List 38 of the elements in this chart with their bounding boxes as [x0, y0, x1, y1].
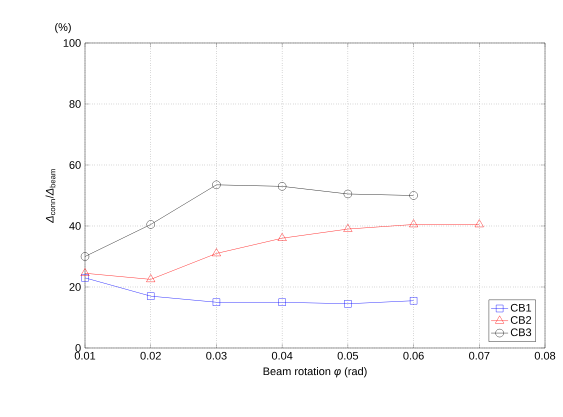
x-axis-title: Beam rotation φ (rad): [264, 367, 367, 378]
point: [278, 298, 286, 306]
point: [409, 219, 418, 228]
point: [146, 274, 156, 282]
point: [344, 300, 352, 308]
x-tick-label: 0.02: [140, 352, 161, 360]
y-tick-label: 100: [64, 39, 81, 47]
point: [80, 252, 90, 261]
point: [410, 297, 418, 304]
x-tick-label: 0.03: [206, 352, 227, 360]
x-tick-label: 0.04: [272, 352, 292, 360]
point: [80, 268, 90, 276]
point: [212, 298, 220, 306]
legend-label: CB2: [510, 316, 532, 324]
legend-label: CB3: [510, 328, 532, 336]
point: [278, 182, 286, 191]
y-tick-label: 60: [70, 161, 81, 169]
y-tick-label: 80: [69, 100, 81, 108]
legend-label: CB1: [510, 304, 532, 312]
y-tick-label: 40: [69, 222, 81, 230]
y-tick-label: 20: [70, 283, 81, 291]
point: [344, 190, 352, 198]
x-tick-label: 0.05: [338, 352, 358, 360]
point: [278, 233, 287, 241]
y-tick-label: 0: [75, 344, 81, 352]
x-tick-label: 0.06: [403, 352, 424, 360]
point: [212, 248, 221, 256]
point: [409, 191, 418, 200]
point: [81, 274, 89, 282]
text: (%): [55, 22, 71, 34]
x-tick-label: 0.01: [74, 352, 96, 360]
x-tick-label: 0.07: [469, 352, 490, 360]
point: [146, 220, 155, 229]
x-tick-label: 0.08: [534, 352, 556, 360]
point: [212, 180, 221, 190]
point: [474, 219, 484, 228]
point: [343, 224, 352, 232]
point: [147, 292, 154, 300]
